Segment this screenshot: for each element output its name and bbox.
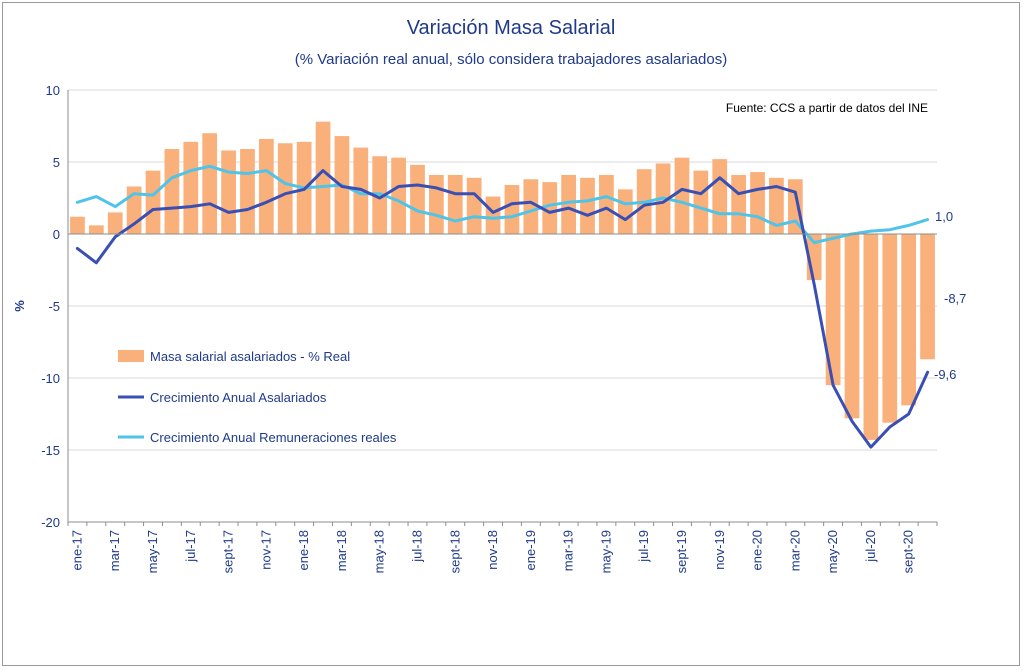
bar — [258, 138, 274, 234]
series-line — [75, 164, 930, 245]
x-tick-label: may-19 — [598, 530, 613, 573]
bar — [731, 174, 747, 234]
x-tick-label: mar-19 — [561, 530, 576, 571]
legend: Masa salarial asalariados - % Real Crecim… — [118, 349, 397, 445]
bar — [882, 234, 898, 423]
legend-label: Masa salarial asalariados - % Real — [150, 349, 350, 364]
y-tick-label: -10 — [41, 371, 60, 386]
x-tick-label: sept-17 — [221, 530, 236, 573]
legend-label: Crecimiento Anual Remuneraciones reales — [150, 430, 397, 445]
bar — [410, 164, 425, 234]
x-tick-label: nov-19 — [712, 530, 727, 570]
bar — [599, 174, 614, 234]
bar — [164, 149, 180, 234]
x-tick-label: sept-20 — [901, 530, 916, 573]
y-tick-label: -20 — [41, 515, 60, 530]
series-line — [75, 169, 930, 449]
bar — [145, 170, 161, 234]
end-labels: 1,0 -8,7 -9,6 — [934, 209, 966, 382]
bar — [901, 234, 917, 406]
bar — [863, 234, 879, 440]
bar — [844, 234, 860, 419]
bar — [485, 196, 501, 234]
bar — [70, 216, 85, 234]
y-tick-label: 10 — [46, 83, 60, 98]
bar — [712, 159, 728, 234]
axes: 10 5 0 -5 -10 -15 -20 ene-17 mar-17 may-17 jul-17 s… — [41, 83, 938, 573]
x-tick-label: ene-17 — [69, 530, 84, 570]
x-tick-label: sept-19 — [674, 530, 689, 573]
bar — [920, 234, 935, 360]
x-tick-label: jul-19 — [636, 530, 651, 563]
x-tick-label: may-20 — [825, 530, 840, 573]
bar — [429, 174, 444, 234]
bar — [447, 174, 463, 234]
bar — [315, 121, 331, 234]
bar — [221, 150, 236, 234]
chart-subtitle: (% Variación real anual, sólo considera … — [295, 51, 727, 68]
bar — [240, 149, 255, 234]
bar — [107, 212, 123, 234]
y-tick-label: 0 — [53, 227, 60, 242]
x-tick-label: jul-17 — [183, 530, 198, 563]
bar — [561, 174, 576, 234]
gridlines — [68, 89, 937, 523]
end-label: 1,0 — [935, 209, 953, 224]
x-tick-label: sept-18 — [447, 530, 462, 573]
y-tick-label: 5 — [53, 155, 60, 170]
bar — [88, 225, 104, 234]
bar — [674, 157, 690, 234]
x-tick-label: may-17 — [145, 530, 160, 573]
bar — [466, 177, 482, 234]
x-tick-label: jul-18 — [409, 530, 424, 563]
x-tick-label: ene-19 — [523, 530, 538, 570]
x-tick-label: ene-18 — [296, 530, 311, 570]
bar — [504, 185, 520, 234]
bar — [183, 141, 199, 234]
line-series — [75, 164, 930, 449]
bar — [617, 189, 633, 234]
bar — [542, 182, 558, 234]
legend-swatch — [118, 350, 144, 362]
bar — [769, 177, 784, 234]
x-tick-label: mar-17 — [107, 530, 122, 571]
x-tick-label: jul-20 — [863, 530, 878, 563]
x-tick-label: nov-17 — [258, 530, 273, 570]
x-tick-label: nov-18 — [485, 530, 500, 570]
bar — [202, 133, 218, 234]
y-axis-label: % — [12, 300, 27, 312]
bar — [580, 177, 595, 234]
x-tick-label: ene-20 — [750, 530, 765, 570]
x-tick-label: mar-20 — [787, 530, 802, 571]
bar — [391, 157, 406, 234]
bar — [750, 172, 765, 234]
bar — [277, 143, 293, 234]
y-tick-label: -5 — [48, 299, 60, 314]
x-tick-label: may-18 — [372, 530, 387, 573]
x-tick-label: mar-18 — [334, 530, 349, 571]
legend-label: Crecimiento Anual Asalariados — [150, 390, 327, 405]
end-label: -8,7 — [944, 291, 966, 306]
y-tick-label: -15 — [41, 443, 60, 458]
chart-title: Variación Masa Salarial — [407, 17, 616, 39]
bar — [693, 170, 709, 234]
bar — [825, 234, 841, 386]
source-note: Fuente: CCS a partir de datos del INE — [726, 101, 928, 115]
end-label: -9,6 — [934, 367, 956, 382]
bar — [523, 179, 539, 234]
